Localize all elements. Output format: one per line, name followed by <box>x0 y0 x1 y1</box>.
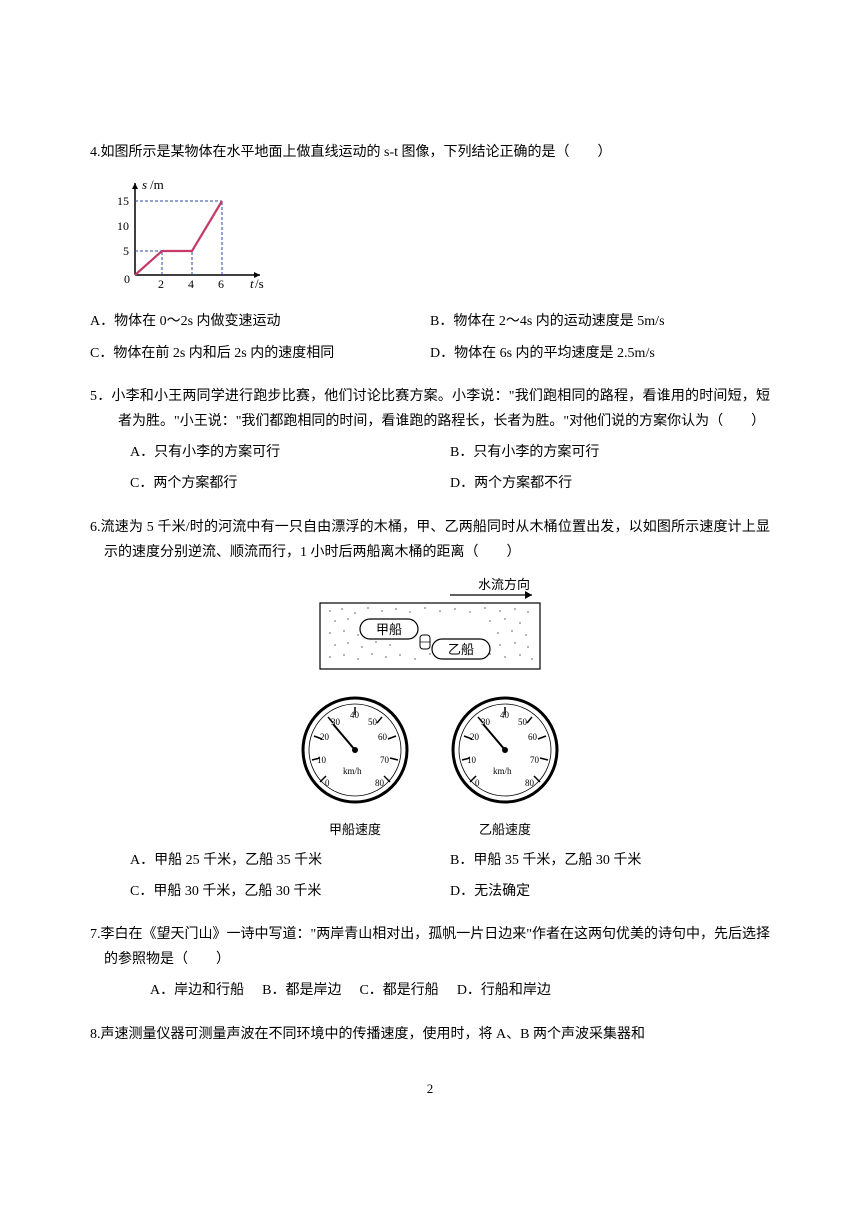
svg-text:2: 2 <box>158 277 164 290</box>
q7-opt-a: A．岸边和行船 <box>150 978 244 1003</box>
q5-options-row1: A．只有小李的方案可行 B．只有小李的方案可行 <box>90 440 770 465</box>
q4-text: 4.如图所示是某物体在水平地面上做直线运动的 s-t 图像，下列结论正确的是（ … <box>90 140 770 165</box>
q4-options-row1: A．物体在 0～2s 内做变速运动 B．物体在 2～4s 内的运动速度是 5m/… <box>90 309 770 334</box>
question-7: 7.李白在《望天门山》一诗中写道："两岸青山相对出，孤帆一片日边来"作者在这两句… <box>90 922 770 1004</box>
q4-chart: s /m t /s 0 5 10 15 2 4 6 <box>110 175 770 299</box>
svg-text:0: 0 <box>325 778 330 788</box>
q7-options-row: A．岸边和行船 B．都是岸边 C．都是行船 D．行船和岸边 <box>90 978 770 1003</box>
q4-options-row2: C．物体在前 2s 内和后 2s 内的速度相同 D．物体在 6s 内的平均速度是… <box>90 341 770 366</box>
gauge-a: 0 10 20 30 40 50 60 70 80 km/h 甲船速度 <box>295 692 415 842</box>
svg-text:/m: /m <box>150 177 164 192</box>
q5-options-row2: C．两个方案都行 D．两个方案都不行 <box>90 471 770 496</box>
q4-opt-a: A．物体在 0～2s 内做变速运动 <box>90 309 430 334</box>
svg-text:70: 70 <box>530 755 540 765</box>
svg-text:50: 50 <box>518 717 528 727</box>
svg-text:10: 10 <box>467 755 477 765</box>
svg-text:70: 70 <box>380 755 390 765</box>
gauge-b: 0 10 20 30 40 50 60 70 80 km/h 乙船速度 <box>445 692 565 842</box>
q6-opt-d: D．无法确定 <box>450 879 770 904</box>
q5-text: 5．小李和小王两同学进行跑步比赛，他们讨论比赛方案。小李说："我们跑相同的路程，… <box>90 384 770 434</box>
q7-text: 7.李白在《望天门山》一诗中写道："两岸青山相对出，孤帆一片日边来"作者在这两句… <box>90 922 770 972</box>
gauge-a-label: 甲船速度 <box>295 818 415 841</box>
svg-text:km/h: km/h <box>493 766 512 776</box>
svg-text:6: 6 <box>218 277 224 290</box>
svg-text:10: 10 <box>317 755 327 765</box>
svg-text:甲船: 甲船 <box>376 622 402 637</box>
svg-text:20: 20 <box>470 732 480 742</box>
svg-text:30: 30 <box>481 717 491 727</box>
svg-text:5: 5 <box>123 244 129 258</box>
svg-text:60: 60 <box>528 732 538 742</box>
svg-text:30: 30 <box>331 717 341 727</box>
svg-text:60: 60 <box>378 732 388 742</box>
q6-options-row2: C．甲船 30 千米，乙船 30 千米 D．无法确定 <box>90 879 770 904</box>
svg-text:km/h: km/h <box>343 766 362 776</box>
q6-text: 6.流速为 5 千米/时的河流中有一只自由漂浮的木桶，甲、乙两船同时从木桶位置出… <box>90 515 770 565</box>
svg-text:/s: /s <box>255 276 264 290</box>
q6-speedometers: 0 10 20 30 40 50 60 70 80 km/h 甲船速度 <box>90 692 770 842</box>
svg-text:15: 15 <box>117 194 129 208</box>
gauge-b-label: 乙船速度 <box>445 818 565 841</box>
question-4: 4.如图所示是某物体在水平地面上做直线运动的 s-t 图像，下列结论正确的是（ … <box>90 140 770 366</box>
q4-opt-b: B．物体在 2～4s 内的运动速度是 5m/s <box>430 309 770 334</box>
svg-text:50: 50 <box>368 717 378 727</box>
q4-opt-c: C．物体在前 2s 内和后 2s 内的速度相同 <box>90 341 430 366</box>
svg-text:t: t <box>250 276 254 290</box>
q5-opt-c: C．两个方案都行 <box>130 471 450 496</box>
svg-text:40: 40 <box>350 710 360 720</box>
q6-opt-b: B．甲船 35 千米，乙船 30 千米 <box>450 848 770 873</box>
flow-label: 水流方向 <box>478 577 530 592</box>
q7-opt-c: C．都是行船 <box>359 978 438 1003</box>
q6-options-row1: A．甲船 25 千米，乙船 35 千米 B．甲船 35 千米，乙船 30 千米 <box>90 848 770 873</box>
q7-opt-b: B．都是岸边 <box>262 978 341 1003</box>
q5-opt-a: A．只有小李的方案可行 <box>130 440 450 465</box>
svg-text:40: 40 <box>500 710 510 720</box>
question-8: 8.声速测量仪器可测量声波在不同环境中的传播速度，使用时，将 A、B 两个声波采… <box>90 1022 770 1047</box>
svg-text:0: 0 <box>475 778 480 788</box>
svg-text:20: 20 <box>320 732 330 742</box>
q5-opt-d: D．两个方案都不行 <box>450 471 770 496</box>
q7-opt-d: D．行船和岸边 <box>457 978 551 1003</box>
q8-text: 8.声速测量仪器可测量声波在不同环境中的传播速度，使用时，将 A、B 两个声波采… <box>90 1022 770 1047</box>
svg-text:4: 4 <box>188 277 194 290</box>
page-number: 2 <box>90 1077 770 1100</box>
q6-opt-c: C．甲船 30 千米，乙船 30 千米 <box>130 879 450 904</box>
q6-river-diagram: 水流方向 甲船 <box>90 577 770 686</box>
svg-text:乙船: 乙船 <box>448 642 474 657</box>
q4-opt-d: D．物体在 6s 内的平均速度是 2.5m/s <box>430 341 770 366</box>
q6-opt-a: A．甲船 25 千米，乙船 35 千米 <box>130 848 450 873</box>
question-5: 5．小李和小王两同学进行跑步比赛，他们讨论比赛方案。小李说："我们跑相同的路程，… <box>90 384 770 497</box>
svg-text:10: 10 <box>117 219 129 233</box>
svg-text:80: 80 <box>375 778 385 788</box>
svg-text:80: 80 <box>525 778 535 788</box>
svg-text:0: 0 <box>124 272 130 286</box>
question-6: 6.流速为 5 千米/时的河流中有一只自由漂浮的木桶，甲、乙两船同时从木桶位置出… <box>90 515 770 905</box>
q5-opt-b: B．只有小李的方案可行 <box>450 440 770 465</box>
svg-text:s: s <box>142 177 147 192</box>
